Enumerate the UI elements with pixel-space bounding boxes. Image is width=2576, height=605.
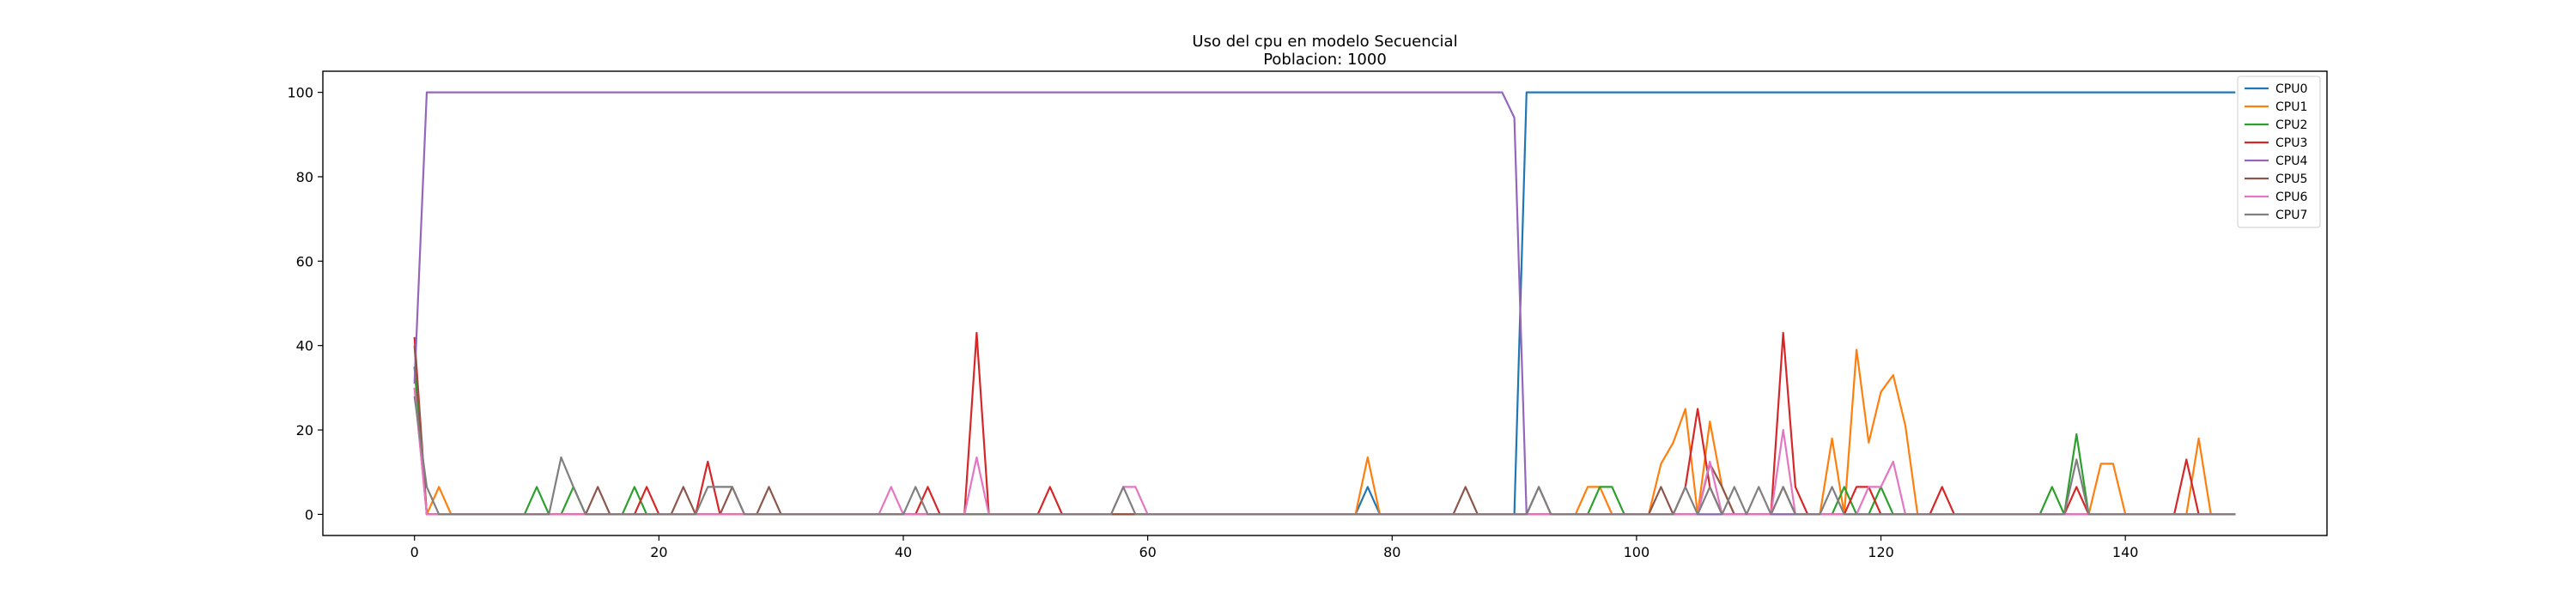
y-tick-label: 40 bbox=[296, 338, 313, 354]
series-line-cpu2 bbox=[413, 366, 2236, 516]
series-line-cpu3 bbox=[413, 331, 2236, 516]
legend-label-cpu0: CPU0 bbox=[2275, 82, 2307, 96]
x-tick-label: 20 bbox=[650, 544, 667, 560]
series-line-cpu4 bbox=[413, 91, 2236, 516]
series-line-cpu5 bbox=[413, 345, 2236, 516]
legend-label-cpu6: CPU6 bbox=[2275, 191, 2307, 204]
y-tick-label: 0 bbox=[305, 506, 313, 523]
x-tick-label: 60 bbox=[1139, 544, 1156, 560]
plot-area-frame bbox=[322, 70, 2328, 536]
y-tick-label: 80 bbox=[296, 169, 313, 185]
series-line-cpu7 bbox=[413, 396, 2236, 516]
chart-subtitle: Poblacion: 1000 bbox=[1263, 51, 1387, 69]
y-tick-label: 100 bbox=[287, 85, 313, 101]
x-axis-ticks: 0 20 40 60 80 100 120 140 bbox=[410, 535, 2139, 560]
legend-box bbox=[2237, 76, 2321, 228]
series-line-cpu1 bbox=[413, 348, 2236, 516]
x-tick-label: 80 bbox=[1383, 544, 1400, 560]
legend-label-cpu4: CPU4 bbox=[2275, 154, 2307, 168]
y-axis-ticks: 0 20 40 60 80 100 bbox=[287, 85, 323, 523]
y-tick-label: 60 bbox=[296, 253, 313, 269]
legend-label-cpu2: CPU2 bbox=[2275, 118, 2307, 132]
series-lines bbox=[413, 91, 2236, 516]
series-line-cpu0 bbox=[413, 91, 2236, 516]
x-tick-label: 100 bbox=[1624, 544, 1650, 560]
x-tick-label: 0 bbox=[410, 544, 419, 560]
y-tick-label: 20 bbox=[296, 422, 313, 439]
legend-label-cpu5: CPU5 bbox=[2275, 172, 2307, 186]
x-tick-label: 40 bbox=[895, 544, 912, 560]
chart-title: Uso del cpu en modelo Secuencial bbox=[1192, 33, 1457, 51]
legend: CPU0 CPU1 CPU2 CPU3 CPU4 CPU5 CPU6 CPU7 bbox=[2237, 76, 2321, 228]
legend-label-cpu7: CPU7 bbox=[2275, 209, 2307, 222]
legend-label-cpu1: CPU1 bbox=[2275, 100, 2307, 114]
x-tick-label: 120 bbox=[1868, 544, 1894, 560]
legend-label-cpu3: CPU3 bbox=[2275, 136, 2307, 150]
x-tick-label: 140 bbox=[2112, 544, 2139, 560]
